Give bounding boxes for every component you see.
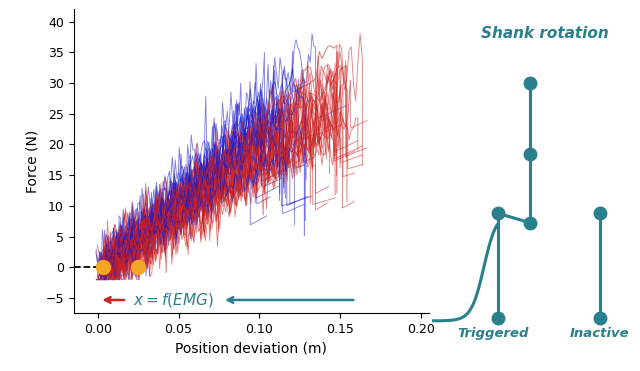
X-axis label: Position deviation (m): Position deviation (m) — [175, 342, 327, 356]
Text: $x = f(EMG)$: $x = f(EMG)$ — [133, 291, 214, 309]
Text: Inactive: Inactive — [570, 327, 630, 341]
Text: Triggered: Triggered — [458, 327, 529, 341]
Y-axis label: Force (N): Force (N) — [26, 130, 40, 193]
Text: Shank rotation: Shank rotation — [481, 26, 609, 41]
